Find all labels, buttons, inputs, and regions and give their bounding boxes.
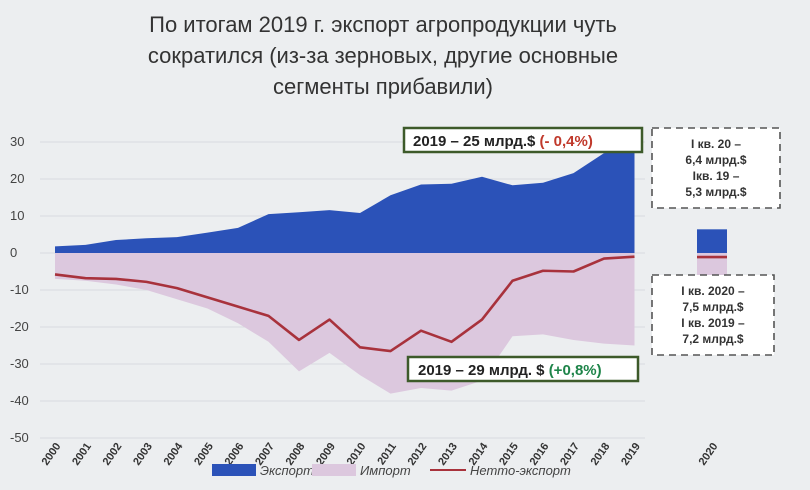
import-2019-annotation: 2019 – 29 млрд. $ (+0,8%) bbox=[406, 355, 640, 383]
x-tick-label: 2018 bbox=[589, 441, 613, 468]
q1-import-annotation: I кв. 2020 – 7,5 млрд.$ I кв. 2019 – 7,2… bbox=[651, 274, 775, 356]
import-2019-change: (+0,8%) bbox=[549, 362, 602, 379]
series-net-export-line bbox=[54, 255, 635, 353]
y-tick-label: -40 bbox=[10, 393, 29, 408]
export-2019-box bbox=[402, 126, 644, 154]
series-export-area bbox=[55, 151, 635, 253]
y-tick-label: 10 bbox=[10, 208, 24, 223]
export-2019-annotation: 2019 – 25 млрд.$ (- 0,4%) bbox=[402, 126, 644, 154]
x-tick-label: 2000 bbox=[40, 441, 64, 468]
x-tick-label: 2003 bbox=[131, 441, 155, 468]
import-2019-text: 2019 – 29 млрд. $ (+0,8%) bbox=[418, 362, 602, 379]
x-tick-label: 2019 bbox=[619, 441, 643, 468]
y-tick-label: -30 bbox=[10, 356, 29, 371]
x-tick-label: 2004 bbox=[162, 440, 186, 468]
y-tick-label: 20 bbox=[10, 171, 24, 186]
legend-label-net-export: Нетто-экспорт bbox=[470, 463, 571, 478]
legend-label-export: Экспорт bbox=[260, 463, 314, 478]
q1-import-line-4: 7,2 млрд.$ bbox=[682, 332, 743, 346]
chart-title-line-2: сократился (из-за зерновых, другие основ… bbox=[148, 43, 618, 68]
y-tick-label: 0 bbox=[10, 245, 17, 260]
x-tick-label: 2013 bbox=[436, 441, 460, 468]
legend-swatch-import bbox=[312, 464, 356, 476]
chart-title-line-1: По итогам 2019 г. экспорт агропродукции … bbox=[149, 12, 617, 37]
legend-swatch-export bbox=[212, 464, 256, 476]
chart-title-line-3: сегменты прибавили) bbox=[273, 74, 493, 99]
q1-export-box bbox=[651, 127, 781, 209]
x-tick-label: 2009 bbox=[314, 441, 338, 468]
chart-title: По итогам 2019 г. экспорт агропродукции … bbox=[148, 12, 618, 99]
x-tick-label: 2005 bbox=[192, 441, 216, 468]
bar-2020-export bbox=[697, 229, 727, 253]
x-tick-label: 2002 bbox=[101, 441, 125, 468]
import-2019-box bbox=[406, 355, 640, 383]
y-tick-label: -10 bbox=[10, 282, 29, 297]
q1-import-line-1: I кв. 2020 – bbox=[681, 284, 745, 298]
q1-export-line-4: 5,3 млрд.$ bbox=[685, 185, 746, 199]
y-tick-label: -50 bbox=[10, 430, 29, 445]
y-tick-label: 30 bbox=[10, 134, 24, 149]
x-tick-label: 2020 bbox=[697, 441, 721, 468]
y-tick-label: -20 bbox=[10, 319, 29, 334]
legend-label-import: Импорт bbox=[360, 463, 411, 478]
q1-import-line-2: 7,5 млрд.$ bbox=[682, 300, 743, 314]
export-2019-text: 2019 – 25 млрд.$ (- 0,4%) bbox=[413, 133, 593, 150]
q1-export-annotation: I кв. 20 – 6,4 млрд.$ Iкв. 19 – 5,3 млрд… bbox=[651, 127, 781, 209]
legend: Экспорт Импорт Нетто-экспорт bbox=[212, 463, 571, 478]
export-2019-change: (- 0,4%) bbox=[540, 133, 593, 150]
q1-export-line-1: I кв. 20 – bbox=[691, 137, 741, 151]
q1-import-line-3: I кв. 2019 – bbox=[681, 316, 745, 330]
y-axis: 30 20 10 0 -10 -20 -30 -40 -50 bbox=[10, 134, 29, 445]
q1-export-line-2: 6,4 млрд.$ bbox=[685, 153, 746, 167]
x-tick-label: 2001 bbox=[70, 441, 94, 468]
q1-export-line-3: Iкв. 19 – bbox=[693, 169, 740, 183]
q1-import-box bbox=[651, 274, 775, 356]
x-tick-label: 2006 bbox=[223, 441, 247, 468]
